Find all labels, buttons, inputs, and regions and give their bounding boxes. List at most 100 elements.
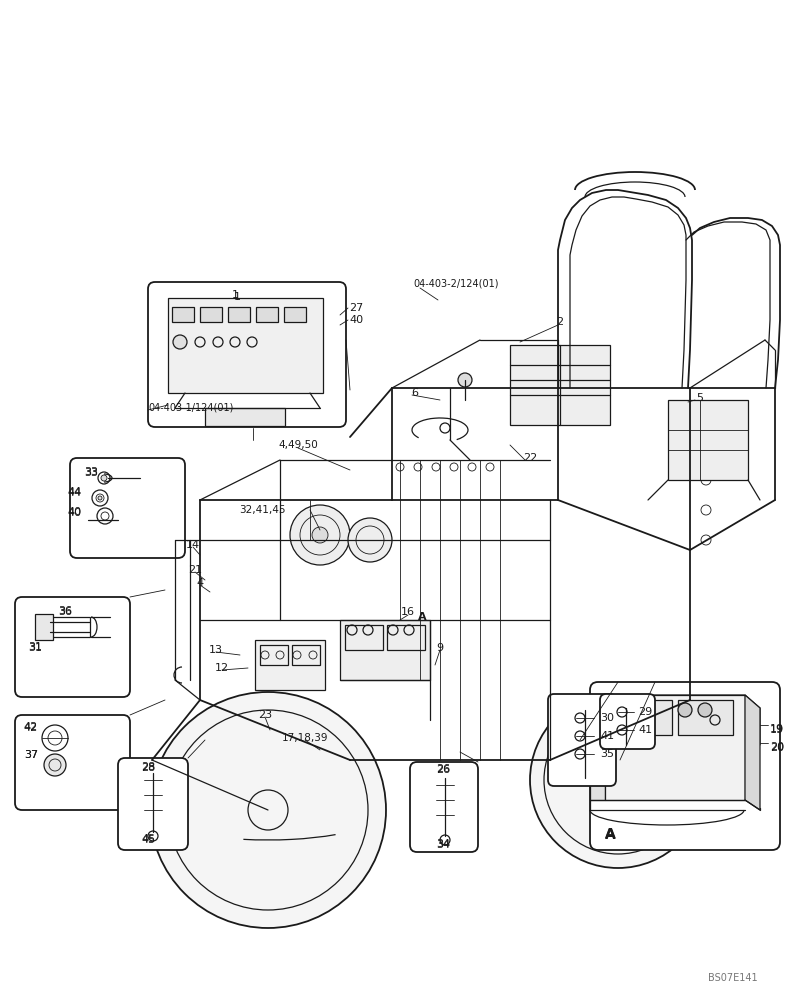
FancyBboxPatch shape xyxy=(410,762,478,852)
Text: A: A xyxy=(604,827,616,841)
Text: 12: 12 xyxy=(215,663,229,673)
Text: 9: 9 xyxy=(436,643,444,653)
Polygon shape xyxy=(590,695,605,800)
Text: 5: 5 xyxy=(696,393,704,403)
Text: 4,49,50: 4,49,50 xyxy=(278,440,318,450)
Text: 16: 16 xyxy=(401,607,415,617)
Text: BS07E141: BS07E141 xyxy=(709,973,758,983)
Text: 27: 27 xyxy=(349,303,363,313)
Circle shape xyxy=(150,692,386,928)
Text: 2: 2 xyxy=(557,317,563,327)
Text: 30: 30 xyxy=(600,713,614,723)
FancyBboxPatch shape xyxy=(590,682,780,850)
Text: 42: 42 xyxy=(23,722,38,732)
Text: 34: 34 xyxy=(436,839,450,849)
Text: 1: 1 xyxy=(232,290,238,300)
Text: 35: 35 xyxy=(600,749,614,759)
Bar xyxy=(256,307,278,322)
Text: 41: 41 xyxy=(600,731,614,741)
Text: 31: 31 xyxy=(28,643,42,653)
Text: 41: 41 xyxy=(638,725,652,735)
Bar xyxy=(387,625,425,650)
Circle shape xyxy=(638,703,652,717)
Circle shape xyxy=(173,335,187,349)
Text: 40: 40 xyxy=(68,507,82,517)
Circle shape xyxy=(530,692,706,868)
Text: 17,18,39: 17,18,39 xyxy=(282,733,328,743)
Text: 45: 45 xyxy=(141,834,155,844)
Text: 23: 23 xyxy=(258,710,272,720)
Text: 22: 22 xyxy=(523,453,537,463)
FancyBboxPatch shape xyxy=(118,758,188,850)
FancyBboxPatch shape xyxy=(70,458,185,558)
Text: 14: 14 xyxy=(186,540,200,550)
Text: 21: 21 xyxy=(188,565,202,575)
Text: 40: 40 xyxy=(349,315,363,325)
Text: 20: 20 xyxy=(770,742,784,752)
Bar xyxy=(35,614,53,640)
Circle shape xyxy=(348,518,392,562)
Circle shape xyxy=(98,496,102,500)
Text: 33: 33 xyxy=(84,467,98,477)
Bar xyxy=(510,345,610,425)
Bar xyxy=(345,625,383,650)
Circle shape xyxy=(698,703,712,717)
Text: 19: 19 xyxy=(770,725,784,735)
Bar xyxy=(50,617,90,637)
FancyBboxPatch shape xyxy=(15,597,130,697)
Bar xyxy=(284,307,306,322)
Circle shape xyxy=(312,527,328,543)
Text: 4: 4 xyxy=(196,578,204,588)
FancyBboxPatch shape xyxy=(600,694,655,749)
Circle shape xyxy=(678,703,692,717)
Text: A: A xyxy=(418,612,427,622)
Bar xyxy=(678,700,733,735)
Bar xyxy=(292,645,320,665)
Text: 44: 44 xyxy=(68,487,82,497)
Text: 26: 26 xyxy=(436,764,450,774)
Text: 13: 13 xyxy=(209,645,223,655)
Bar xyxy=(200,307,222,322)
Text: 42: 42 xyxy=(23,723,38,733)
Bar xyxy=(205,408,285,426)
Circle shape xyxy=(101,475,107,481)
Text: 34: 34 xyxy=(436,840,450,850)
Circle shape xyxy=(618,703,632,717)
Bar xyxy=(168,298,323,393)
Text: 04-403-1/124(01): 04-403-1/124(01) xyxy=(148,402,234,412)
Text: 44: 44 xyxy=(68,488,82,498)
Polygon shape xyxy=(590,695,760,745)
Text: 26: 26 xyxy=(436,765,450,775)
Circle shape xyxy=(458,373,472,387)
Bar xyxy=(255,640,325,690)
Text: 28: 28 xyxy=(141,762,155,772)
Text: 1: 1 xyxy=(234,292,241,302)
Text: 37: 37 xyxy=(24,750,38,760)
Circle shape xyxy=(44,754,66,776)
Bar xyxy=(228,307,250,322)
Bar xyxy=(612,700,672,735)
Circle shape xyxy=(290,505,350,565)
Text: 20: 20 xyxy=(770,743,784,753)
FancyBboxPatch shape xyxy=(15,715,130,810)
Text: A: A xyxy=(604,828,616,842)
Text: 33: 33 xyxy=(84,468,98,478)
Text: 19: 19 xyxy=(770,724,784,734)
Polygon shape xyxy=(605,695,745,800)
FancyBboxPatch shape xyxy=(548,694,616,786)
Bar xyxy=(668,400,748,480)
Text: 36: 36 xyxy=(58,607,72,617)
Bar xyxy=(340,620,430,680)
Text: 37: 37 xyxy=(24,750,38,760)
Polygon shape xyxy=(745,695,760,810)
Text: 04-403-2/124(01): 04-403-2/124(01) xyxy=(413,279,499,289)
Text: 36: 36 xyxy=(58,606,72,616)
Text: 29: 29 xyxy=(638,707,652,717)
Bar xyxy=(172,307,194,322)
Text: 31: 31 xyxy=(28,642,42,652)
Bar xyxy=(260,645,288,665)
Text: 32,41,45: 32,41,45 xyxy=(238,505,285,515)
FancyBboxPatch shape xyxy=(148,282,346,427)
Text: 6: 6 xyxy=(411,388,419,398)
Text: 28: 28 xyxy=(141,763,155,773)
